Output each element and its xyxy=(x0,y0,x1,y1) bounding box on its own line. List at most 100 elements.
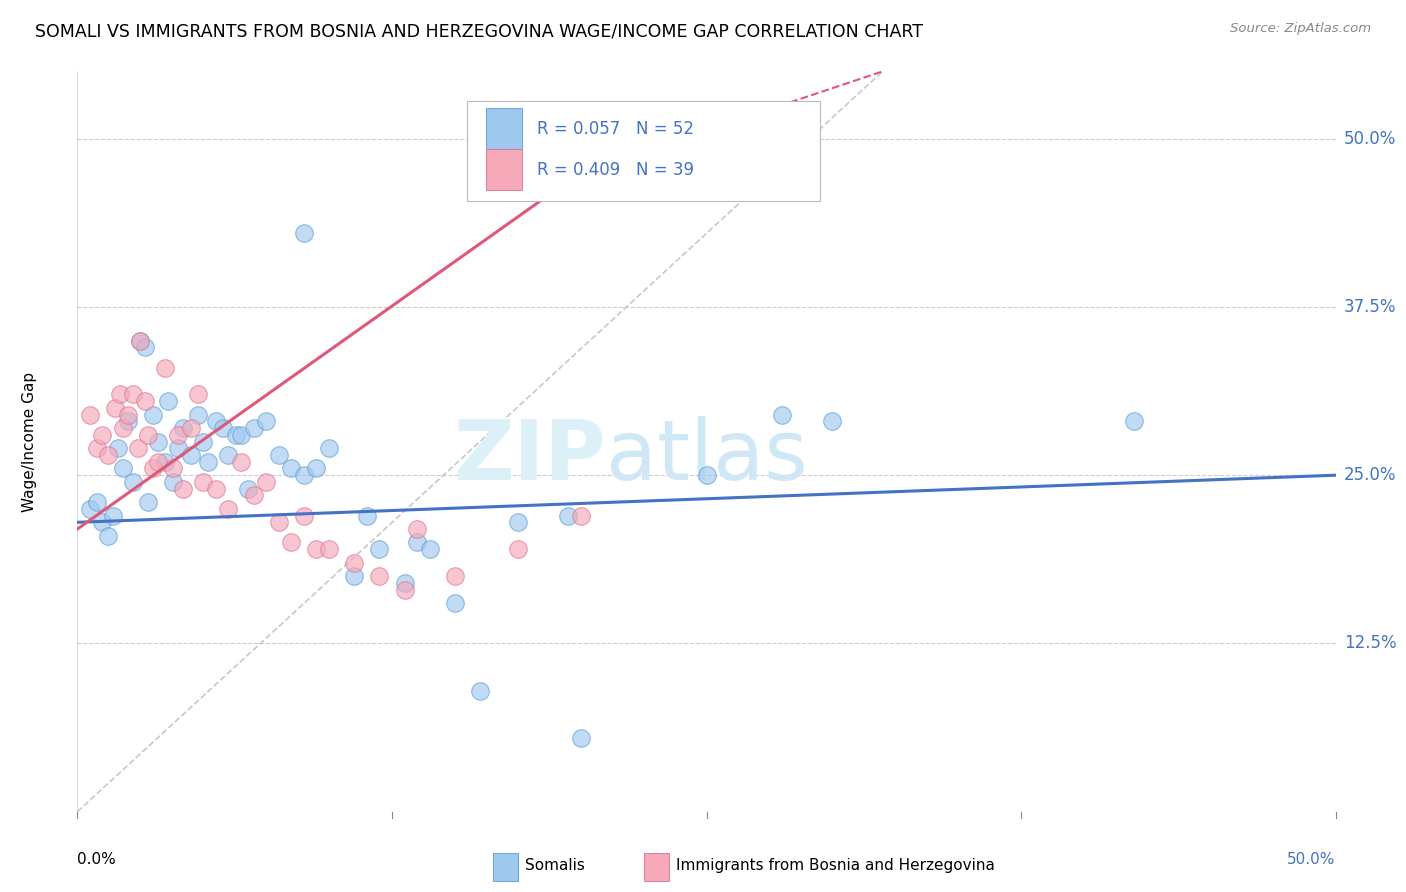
Point xyxy=(142,461,165,475)
Point xyxy=(180,448,202,462)
Point xyxy=(368,569,391,583)
Text: 50.0%: 50.0% xyxy=(1288,853,1336,867)
Text: 50.0%: 50.0% xyxy=(1344,129,1396,148)
Point xyxy=(356,508,378,523)
Point xyxy=(111,421,134,435)
Text: 25.0%: 25.0% xyxy=(1344,467,1396,484)
Point xyxy=(343,556,366,570)
Point xyxy=(305,542,328,557)
Text: Immigrants from Bosnia and Herzegovina: Immigrants from Bosnia and Herzegovina xyxy=(676,857,995,872)
Point xyxy=(292,508,315,523)
Point xyxy=(569,731,592,745)
Point xyxy=(146,455,169,469)
Point xyxy=(107,442,129,456)
Text: R = 0.057   N = 52: R = 0.057 N = 52 xyxy=(537,120,693,138)
Text: R = 0.409   N = 39: R = 0.409 N = 39 xyxy=(537,161,693,178)
Point xyxy=(191,475,215,489)
Point xyxy=(267,516,290,530)
Point xyxy=(134,394,156,409)
Point xyxy=(187,387,209,401)
Point xyxy=(468,683,491,698)
Point xyxy=(79,501,101,516)
Point xyxy=(229,455,252,469)
Point xyxy=(156,394,179,409)
Point xyxy=(394,575,416,590)
Text: ZIP: ZIP xyxy=(453,416,606,497)
Point xyxy=(506,516,529,530)
Point xyxy=(280,461,302,475)
Point xyxy=(172,482,194,496)
Point xyxy=(204,414,226,428)
Point xyxy=(121,475,143,489)
Point xyxy=(91,427,114,442)
Point xyxy=(506,542,529,557)
Point xyxy=(444,569,467,583)
Point xyxy=(136,495,159,509)
Point xyxy=(191,434,215,449)
Point xyxy=(155,360,177,375)
Point xyxy=(180,421,202,435)
Point xyxy=(254,414,277,428)
Point xyxy=(305,461,328,475)
Text: 0.0%: 0.0% xyxy=(77,853,117,867)
Bar xyxy=(486,149,522,190)
Point xyxy=(162,461,184,475)
Point xyxy=(187,408,209,422)
Point xyxy=(696,468,718,483)
Point xyxy=(821,414,844,428)
Point xyxy=(217,501,239,516)
Point xyxy=(104,401,127,415)
Point xyxy=(79,408,101,422)
Point xyxy=(117,408,139,422)
Bar xyxy=(644,853,669,881)
Point xyxy=(111,461,134,475)
Point xyxy=(368,542,391,557)
Point xyxy=(318,542,340,557)
Text: 37.5%: 37.5% xyxy=(1344,298,1396,316)
Point xyxy=(86,442,108,456)
Point xyxy=(146,434,169,449)
Point xyxy=(242,421,264,435)
Point xyxy=(136,427,159,442)
Point xyxy=(117,414,139,428)
Point xyxy=(770,408,793,422)
Point xyxy=(197,455,219,469)
Point xyxy=(343,569,366,583)
FancyBboxPatch shape xyxy=(467,101,820,201)
Point xyxy=(1123,414,1146,428)
Point xyxy=(101,508,124,523)
Point xyxy=(96,448,118,462)
Point xyxy=(569,508,592,523)
Point xyxy=(318,442,340,456)
Text: 12.5%: 12.5% xyxy=(1344,634,1396,652)
Text: SOMALI VS IMMIGRANTS FROM BOSNIA AND HERZEGOVINA WAGE/INCOME GAP CORRELATION CHA: SOMALI VS IMMIGRANTS FROM BOSNIA AND HER… xyxy=(35,22,924,40)
Point xyxy=(212,421,235,435)
Point xyxy=(292,468,315,483)
Point xyxy=(142,408,165,422)
Point xyxy=(394,582,416,597)
Point xyxy=(129,334,152,348)
Point xyxy=(292,226,315,240)
Point xyxy=(242,488,264,502)
Point xyxy=(225,427,247,442)
Point xyxy=(167,442,190,456)
Point xyxy=(162,475,184,489)
Point xyxy=(96,529,118,543)
Point xyxy=(155,455,177,469)
Point xyxy=(129,334,152,348)
Point xyxy=(167,427,190,442)
Point xyxy=(172,421,194,435)
Point xyxy=(217,448,239,462)
Point xyxy=(229,427,252,442)
Text: Source: ZipAtlas.com: Source: ZipAtlas.com xyxy=(1230,22,1371,36)
Point xyxy=(86,495,108,509)
Point xyxy=(280,535,302,549)
Point xyxy=(444,596,467,610)
Point xyxy=(254,475,277,489)
Text: atlas: atlas xyxy=(606,416,807,497)
Point xyxy=(121,387,143,401)
Point xyxy=(108,387,131,401)
Point xyxy=(267,448,290,462)
Text: Somalis: Somalis xyxy=(526,857,585,872)
Point xyxy=(91,516,114,530)
